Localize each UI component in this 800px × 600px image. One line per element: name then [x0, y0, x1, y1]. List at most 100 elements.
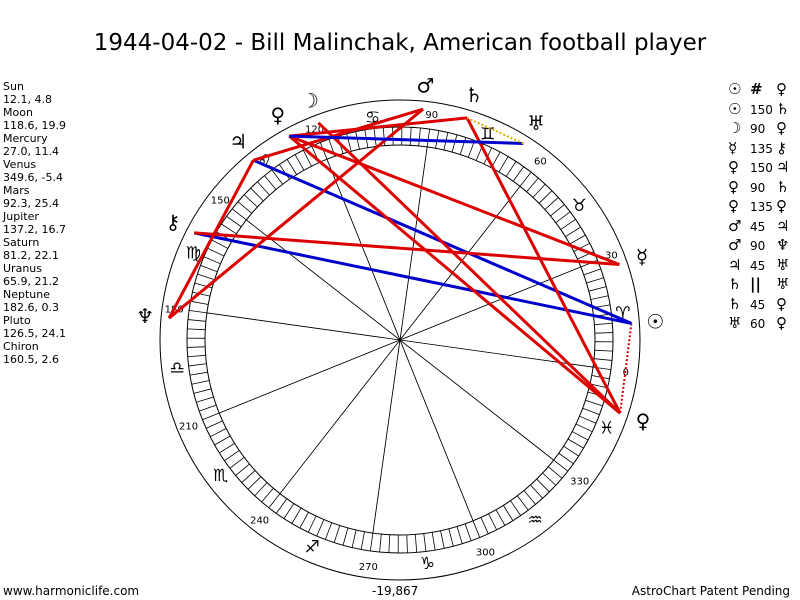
- degree-label: 30: [605, 251, 618, 262]
- degree-tick: [325, 522, 333, 540]
- aspect-value: ||: [750, 275, 761, 293]
- planet-name-mercury: Mercury: [3, 132, 48, 145]
- degree-tick: [594, 349, 613, 352]
- zodiac-sign-glyph: ♒: [527, 510, 542, 530]
- degree-label: 60: [534, 156, 547, 167]
- aspect-glyph-1: ♄: [728, 294, 742, 313]
- outer-ring: [159, 99, 641, 581]
- website-link[interactable]: www.harmoniclife.com: [3, 584, 140, 598]
- degree-tick: [423, 533, 427, 552]
- degree-tick: [211, 239, 229, 249]
- degree-tick: [505, 161, 517, 177]
- degree-tick: [200, 265, 218, 273]
- aspect-row: ☿ 135 ⚷: [726, 139, 798, 159]
- degree-tick: [302, 150, 312, 167]
- degree-tick: [294, 154, 305, 171]
- degree-tick: [588, 286, 607, 292]
- aspect-value: 90: [750, 122, 766, 136]
- degree-label: 270: [359, 562, 378, 573]
- planet-glyph-moon: ☽: [301, 88, 319, 112]
- degree-tick: [197, 273, 215, 281]
- zodiac-sign-glyph: ♉: [572, 196, 587, 216]
- planet-position-saturn: 81.2, 22.1: [3, 249, 59, 262]
- aspect-value: 45: [750, 219, 766, 234]
- degree-tick: [379, 534, 382, 553]
- planet-position-neptune: 182.6, 0.3: [3, 301, 59, 314]
- aspect-row: ♄ || ♅: [726, 275, 798, 295]
- planet-glyph-mars: ♂: [416, 73, 434, 97]
- degree-tick: [532, 183, 546, 198]
- planet-position-chiron: 160.5, 2.6: [3, 353, 59, 366]
- aspect-glyph-2: ♃: [776, 216, 790, 235]
- degree-tick: [464, 523, 472, 541]
- aspect-glyph-2: ♅: [776, 255, 790, 274]
- aspect-value: #: [750, 80, 763, 98]
- degree-tick: [196, 396, 214, 403]
- degree-tick: [565, 226, 581, 238]
- degree-tick: [548, 466, 563, 479]
- degree-tick: [226, 215, 242, 228]
- degree-tick: [286, 159, 298, 175]
- degree-tick: [207, 247, 225, 257]
- zodiac-sign-glyph: ♎: [170, 358, 185, 378]
- degree-tick: [459, 137, 467, 155]
- aspect-glyph-2: ⚷: [776, 138, 787, 157]
- degree-tick: [235, 463, 250, 476]
- degree-tick: [189, 309, 207, 314]
- aspect-line: [193, 231, 632, 325]
- degree-tick: [224, 450, 240, 461]
- degree-tick: [221, 223, 237, 235]
- planet-position-mars: 92.3, 25.4: [3, 197, 59, 210]
- zodiac-sign-glyph: ♓: [599, 419, 614, 439]
- degree-tick: [519, 171, 532, 187]
- aspect-glyph-2: ♅: [776, 275, 790, 293]
- planet-position-sun: 12.1, 4.8: [3, 93, 52, 106]
- degree-tick: [342, 527, 349, 546]
- degree-tick: [571, 431, 589, 441]
- degree-tick: [229, 457, 245, 469]
- degree-tick: [448, 528, 454, 547]
- aspect-row: ♂ 45 ♃: [726, 217, 798, 237]
- zodiac-sign-glyph: ♍: [186, 243, 201, 263]
- degree-tick: [426, 129, 431, 147]
- aspect-value: 60: [750, 317, 766, 331]
- aspect-glyph-2: ♄: [776, 99, 790, 118]
- aspect-line: [289, 116, 468, 138]
- aspect-line: [288, 134, 620, 266]
- degree-tick: [237, 201, 252, 214]
- aspect-value: 135: [750, 200, 773, 214]
- degree-tick: [291, 507, 302, 524]
- degree-tick: [440, 530, 445, 549]
- aspect-glyph-1: ♂: [728, 236, 742, 254]
- degree-label: 210: [179, 421, 198, 432]
- degree-tick: [409, 127, 412, 146]
- aspect-row: ♂ 90 ♆: [726, 236, 798, 256]
- aspect-line: [317, 121, 622, 415]
- aspect-row: ♀ 150 ♃: [726, 158, 798, 178]
- degree-tick: [567, 438, 584, 449]
- degree-tick: [190, 300, 209, 305]
- planet-glyph-saturn: ♄: [465, 83, 483, 107]
- planet-position-moon: 118.6, 19.9: [3, 119, 66, 132]
- degree-tick: [451, 134, 458, 153]
- degree-tick: [406, 534, 408, 553]
- aspect-glyph-2: ♀: [776, 197, 787, 215]
- degree-tick: [187, 346, 206, 348]
- degree-label: 330: [570, 476, 589, 487]
- planet-position-uranus: 65.9, 21.2: [3, 275, 59, 288]
- aspect-row: ♀ 90 ♄: [726, 178, 798, 198]
- degree-tick: [283, 503, 295, 519]
- aspect-value: 150: [750, 161, 773, 175]
- degree-tick: [193, 388, 212, 394]
- degree-tick: [530, 484, 543, 499]
- aspect-row: ♃ 45 ♅: [726, 256, 798, 276]
- degree-tick: [560, 219, 576, 230]
- aspect-line: [167, 159, 255, 319]
- degree-tick: [575, 423, 593, 433]
- planet-position-venus: 349.6, -5.4: [3, 171, 63, 184]
- zodiac-sign-glyph: ♊: [480, 124, 495, 144]
- aspect-glyph-2: ♃: [776, 158, 790, 176]
- degree-tick: [203, 256, 221, 265]
- degree-tick: [510, 500, 521, 516]
- planet-position-jupiter: 137.2, 16.7: [3, 223, 66, 236]
